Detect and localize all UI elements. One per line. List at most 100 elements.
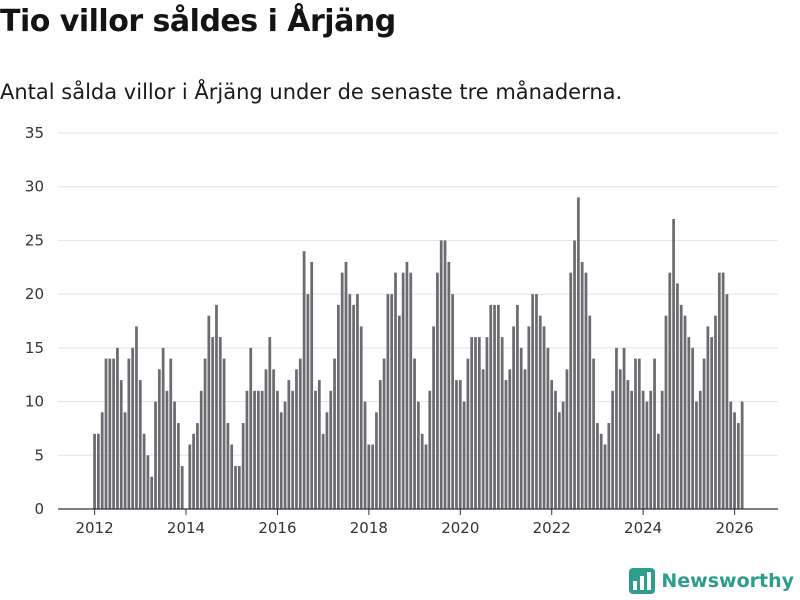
bar xyxy=(531,294,535,509)
y-tick-label: 30 xyxy=(25,178,44,196)
bar xyxy=(241,423,245,509)
bar xyxy=(695,401,698,509)
bar xyxy=(687,337,691,509)
bar xyxy=(413,358,416,509)
x-tick-label: 2018 xyxy=(350,519,388,537)
bar xyxy=(371,444,375,509)
bar xyxy=(386,294,390,509)
bar xyxy=(630,390,634,509)
bar xyxy=(218,337,222,509)
bar xyxy=(363,401,367,509)
x-tick-label: 2012 xyxy=(75,519,113,537)
bar xyxy=(458,380,462,509)
bar xyxy=(348,294,352,509)
bar-value-label: 10 xyxy=(740,110,759,114)
bar xyxy=(199,390,203,509)
bar xyxy=(626,380,630,509)
bar xyxy=(565,369,569,509)
bar xyxy=(291,390,295,509)
bar xyxy=(165,390,169,509)
bar xyxy=(207,315,211,509)
bar xyxy=(356,294,359,509)
y-tick-label: 10 xyxy=(25,393,44,411)
bar xyxy=(93,433,96,509)
bar xyxy=(112,358,115,509)
bar xyxy=(237,466,241,509)
bar xyxy=(717,272,721,509)
bar xyxy=(230,444,234,509)
bar xyxy=(576,197,580,509)
bar xyxy=(588,315,592,509)
bar xyxy=(451,294,455,509)
bar xyxy=(257,390,260,509)
bar xyxy=(538,315,542,509)
bar xyxy=(557,412,561,509)
bar xyxy=(177,423,180,509)
bar xyxy=(691,347,695,509)
chart-title: Tio villor såldes i Årjäng xyxy=(0,4,396,39)
bar xyxy=(550,380,554,509)
bar xyxy=(417,401,420,509)
bar xyxy=(455,380,458,509)
y-tick-label: 25 xyxy=(25,231,44,249)
bar xyxy=(676,283,679,509)
bar xyxy=(234,466,237,509)
bar xyxy=(649,390,653,509)
bar xyxy=(554,390,557,509)
bar xyxy=(698,390,702,509)
bar xyxy=(512,326,515,509)
bar xyxy=(203,358,207,509)
bar xyxy=(714,315,717,509)
bar xyxy=(325,412,329,509)
bars xyxy=(93,197,744,510)
bar xyxy=(489,304,493,509)
bar xyxy=(481,369,485,509)
bar xyxy=(462,401,466,509)
bar xyxy=(340,272,344,509)
bar xyxy=(249,347,253,509)
bar xyxy=(135,326,138,509)
bar xyxy=(279,412,283,509)
bar xyxy=(298,358,302,509)
bar xyxy=(116,347,119,509)
y-tick-label: 35 xyxy=(25,124,44,142)
bar xyxy=(622,347,626,509)
y-tick-label: 15 xyxy=(25,339,44,357)
bar xyxy=(329,390,333,509)
bar xyxy=(706,326,710,509)
bar xyxy=(432,326,435,509)
bar xyxy=(390,294,394,509)
bar xyxy=(516,304,519,509)
bar xyxy=(138,380,142,509)
bar xyxy=(108,358,112,509)
bar xyxy=(161,347,165,509)
newsworthy-logo-icon xyxy=(629,568,656,594)
bar xyxy=(276,390,279,509)
bar xyxy=(535,294,538,509)
bar xyxy=(618,369,622,509)
bar xyxy=(397,315,401,509)
bar xyxy=(260,390,264,509)
bar xyxy=(310,261,314,509)
bar xyxy=(702,358,706,509)
x-tick-label: 2016 xyxy=(258,519,296,537)
bar xyxy=(485,337,489,509)
bar xyxy=(222,358,226,509)
bar xyxy=(725,294,729,509)
bar xyxy=(97,433,100,509)
bar xyxy=(637,358,641,509)
bar xyxy=(546,347,550,509)
x-tick-label: 2020 xyxy=(441,519,479,537)
bar xyxy=(314,390,317,509)
bar xyxy=(603,444,607,509)
bar xyxy=(405,261,409,509)
bar xyxy=(504,380,508,509)
bar xyxy=(382,358,386,509)
bar xyxy=(359,326,363,509)
bar xyxy=(447,261,451,509)
bar xyxy=(283,401,287,509)
bar xyxy=(519,347,523,509)
bar xyxy=(104,358,108,509)
bar xyxy=(580,261,584,509)
bar xyxy=(295,369,298,509)
